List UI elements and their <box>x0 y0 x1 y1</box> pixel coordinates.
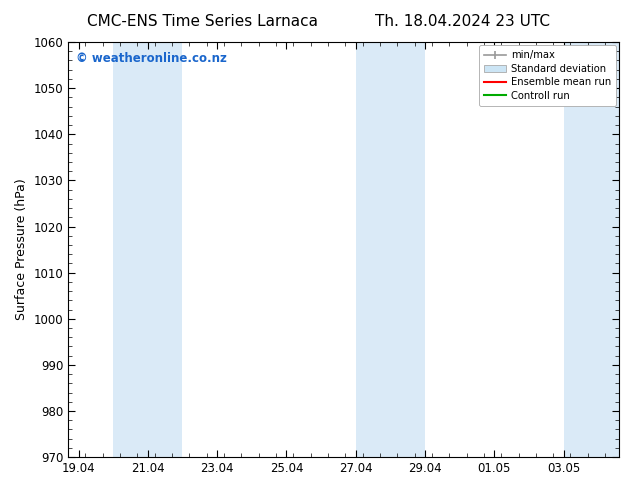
Text: © weatheronline.co.nz: © weatheronline.co.nz <box>77 52 228 66</box>
Y-axis label: Surface Pressure (hPa): Surface Pressure (hPa) <box>15 179 28 320</box>
Bar <box>113 42 183 457</box>
Bar <box>564 42 619 457</box>
Text: CMC-ENS Time Series Larnaca: CMC-ENS Time Series Larnaca <box>87 14 318 29</box>
Legend: min/max, Standard deviation, Ensemble mean run, Controll run: min/max, Standard deviation, Ensemble me… <box>479 45 616 105</box>
Text: Th. 18.04.2024 23 UTC: Th. 18.04.2024 23 UTC <box>375 14 550 29</box>
Bar <box>356 42 425 457</box>
